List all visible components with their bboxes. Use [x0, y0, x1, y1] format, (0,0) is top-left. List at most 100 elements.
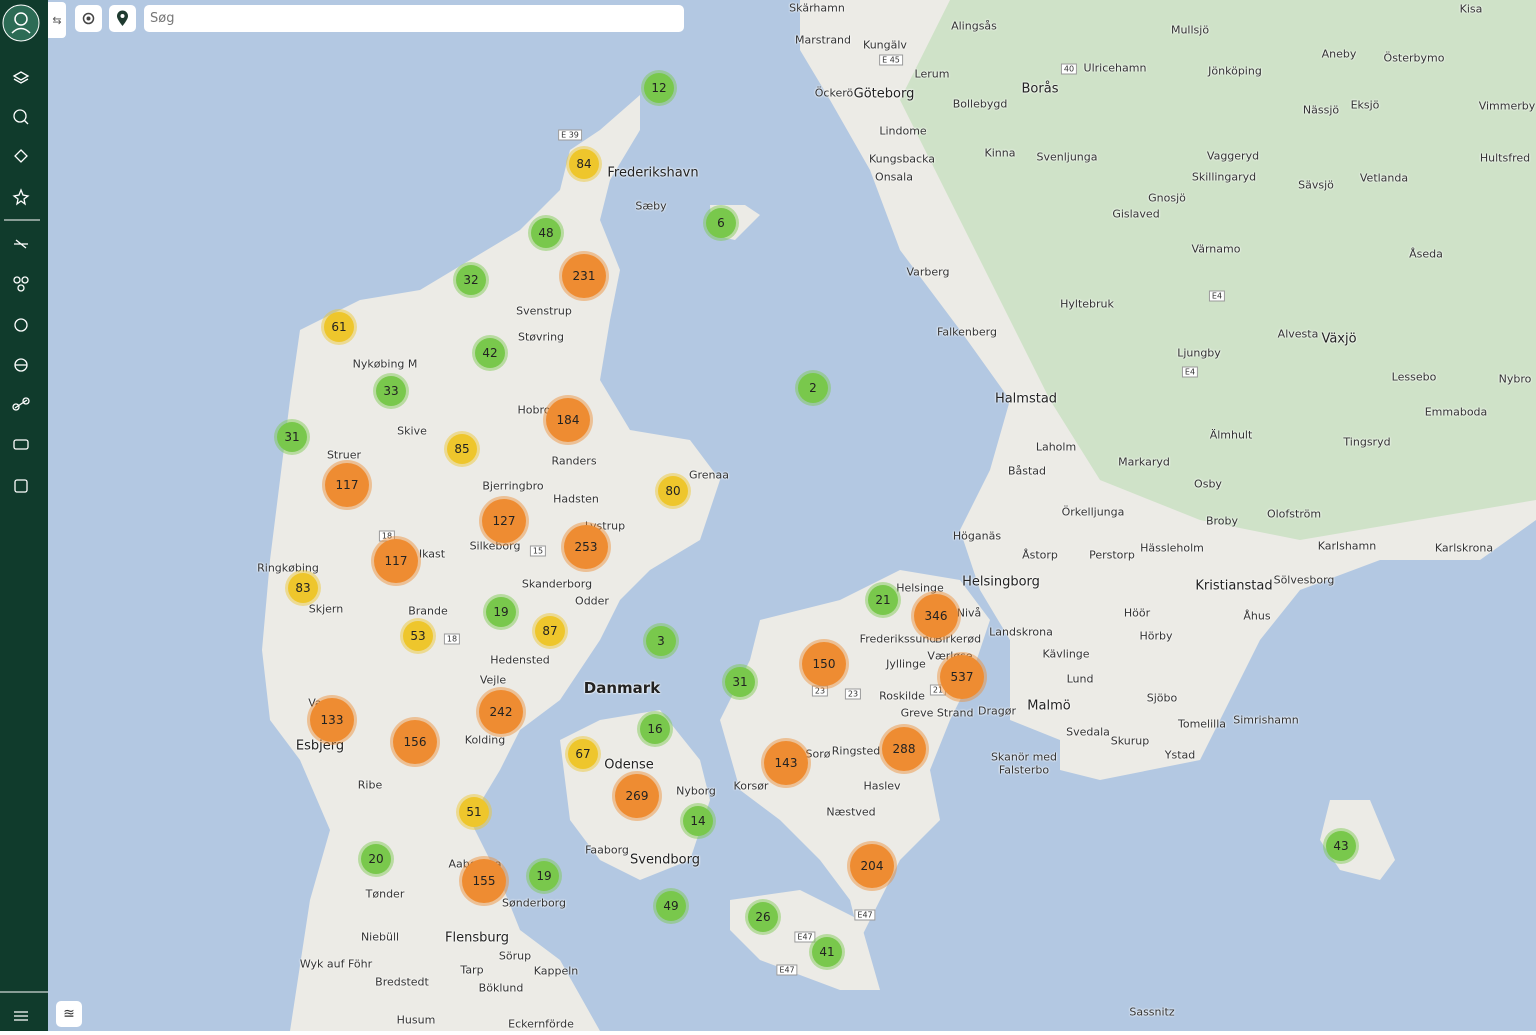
cluster-marker[interactable]: 253	[564, 525, 608, 569]
cluster-marker[interactable]: 31	[725, 667, 755, 697]
cluster-marker[interactable]: 133	[310, 698, 354, 742]
cluster-marker[interactable]: 14	[683, 806, 713, 836]
place-label: Jönköping	[1208, 64, 1262, 78]
place-label: Esbjerg	[295, 738, 345, 754]
cluster-marker[interactable]: 85	[447, 434, 477, 464]
place-label: Odense	[604, 757, 654, 773]
cluster-marker[interactable]: 155	[462, 859, 506, 903]
place-label: Hässleholm	[1140, 541, 1204, 555]
place-label: Bredstedt	[375, 975, 429, 989]
cluster-marker[interactable]: 19	[529, 861, 559, 891]
cluster-marker[interactable]: 42	[475, 338, 505, 368]
cluster-marker[interactable]: 41	[812, 937, 842, 967]
cluster-marker[interactable]: 26	[748, 902, 778, 932]
sidebar-icons	[0, 4, 48, 1021]
place-label: Värnamo	[1191, 242, 1241, 256]
cluster-marker[interactable]: 204	[850, 844, 894, 888]
place-label: Hyltebruk	[1060, 297, 1114, 311]
place-label: Danmark	[583, 679, 661, 697]
place-label: Nyborg	[676, 784, 716, 798]
place-label: Korsør	[733, 779, 769, 793]
place-label: Tønder	[365, 887, 405, 901]
cluster-marker[interactable]: 16	[640, 714, 670, 744]
cluster-marker[interactable]: 33	[376, 376, 406, 406]
collapse-toggle[interactable]: ⇆	[48, 2, 66, 38]
cluster-marker[interactable]: 49	[656, 891, 686, 921]
cluster-marker[interactable]: 184	[546, 398, 590, 442]
place-label: Kinna	[984, 146, 1016, 160]
cluster-marker[interactable]: 84	[569, 149, 599, 179]
cluster-marker[interactable]: 80	[658, 476, 688, 506]
cluster-marker[interactable]: 48	[531, 218, 561, 248]
cluster-marker[interactable]: 31	[277, 422, 307, 452]
cluster-marker[interactable]: 67	[568, 739, 598, 769]
place-label: Helsingborg	[962, 574, 1040, 590]
cluster-marker[interactable]: 117	[374, 539, 418, 583]
place-label: Ringkøbing	[257, 561, 319, 575]
cluster-marker[interactable]: 537	[940, 655, 984, 699]
cluster-marker[interactable]: 61	[324, 312, 354, 342]
search-input[interactable]: Søg	[144, 5, 684, 32]
cluster-marker[interactable]: 6	[706, 208, 736, 238]
cluster-marker[interactable]: 2	[798, 373, 828, 403]
place-label: Sölvesborg	[1273, 573, 1335, 587]
road-shield: 18	[443, 633, 461, 645]
cluster-marker[interactable]: 156	[393, 720, 437, 764]
place-label: Hörby	[1139, 629, 1173, 643]
road-shield: 23	[811, 685, 829, 697]
place-label: Växjö	[1321, 331, 1357, 347]
place-label: Nässjö	[1302, 103, 1340, 117]
cluster-marker[interactable]: 87	[535, 616, 565, 646]
cluster-marker[interactable]: 53	[403, 621, 433, 651]
layers-toggle[interactable]: ≊	[56, 1001, 82, 1027]
cluster-marker[interactable]: 127	[482, 499, 526, 543]
place-label: Brande	[408, 604, 448, 618]
place-label: Landskrona	[989, 625, 1053, 639]
cluster-marker[interactable]: 32	[456, 265, 486, 295]
place-label: Onsala	[875, 170, 913, 184]
place-label: Båstad	[1007, 464, 1047, 478]
cluster-marker[interactable]: 43	[1326, 831, 1356, 861]
place-label: Hedensted	[490, 653, 550, 667]
cluster-marker[interactable]: 20	[361, 844, 391, 874]
logo[interactable]	[2, 4, 40, 42]
place-label: Sassnitz	[1129, 1005, 1175, 1019]
cluster-marker[interactable]: 143	[764, 741, 808, 785]
cluster-marker[interactable]: 83	[288, 573, 318, 603]
cluster-marker[interactable]: 117	[325, 463, 369, 507]
place-label: Ulricehamn	[1083, 61, 1147, 75]
place-label: Ribe	[357, 778, 383, 792]
place-label: Kungsbacka	[868, 152, 936, 166]
place-label: Kristianstad	[1195, 578, 1273, 594]
place-label: Borås	[1021, 81, 1059, 97]
place-label: Wyk auf Föhr	[299, 957, 373, 971]
cluster-marker[interactable]: 231	[562, 254, 606, 298]
cluster-marker[interactable]: 288	[882, 727, 926, 771]
place-label: Husum	[396, 1013, 436, 1027]
place-label: Hultsfred	[1479, 151, 1531, 165]
cluster-marker[interactable]: 242	[479, 690, 523, 734]
place-label: Kolding	[464, 733, 506, 747]
cluster-marker[interactable]: 12	[644, 73, 674, 103]
cluster-marker[interactable]: 269	[615, 774, 659, 818]
cluster-marker[interactable]: 346	[914, 594, 958, 638]
cluster-marker[interactable]: 19	[486, 597, 516, 627]
place-label: Alingsås	[951, 19, 997, 33]
locate-button[interactable]	[75, 5, 102, 32]
place-label: Vetlanda	[1359, 171, 1409, 185]
cluster-marker[interactable]: 51	[459, 797, 489, 827]
cluster-marker[interactable]: 150	[802, 642, 846, 686]
place-label: Struer	[326, 448, 362, 462]
place-label: Kungälv	[863, 38, 907, 52]
cluster-marker[interactable]: 21	[868, 585, 898, 615]
place-label: Kisa	[1459, 2, 1483, 16]
place-label: Nybro	[1498, 372, 1532, 386]
place-label: Marstrand	[794, 33, 852, 47]
place-label: Falkenberg	[937, 325, 997, 339]
place-label: Faaborg	[585, 843, 629, 857]
place-label: Ystad	[1164, 748, 1196, 762]
pin-button[interactable]	[109, 5, 136, 32]
road-shield: E47	[794, 931, 816, 943]
cluster-marker[interactable]: 3	[646, 626, 676, 656]
